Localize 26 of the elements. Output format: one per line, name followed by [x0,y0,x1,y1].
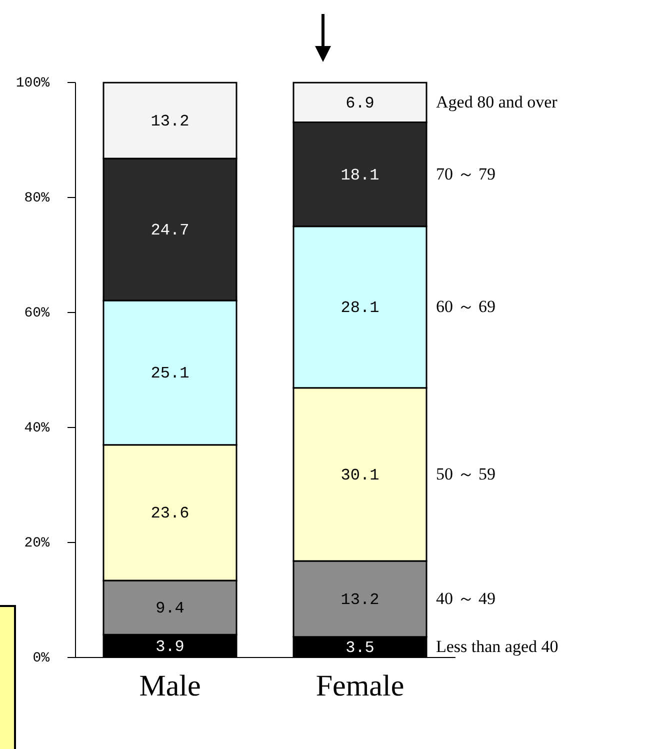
series-label: Less than aged 40 [436,636,558,656]
data-label: 3.5 [346,638,374,657]
series-label: 70 ～ 79 [436,164,496,184]
data-label: 3.9 [156,638,184,656]
series-label: Aged 80 and over [436,92,558,112]
series-label: 60 ～ 69 [436,297,496,316]
data-label: 13.2 [150,112,190,131]
y-tick-label: 40% [24,420,50,436]
data-label: 6.9 [346,94,374,112]
data-label: 23.6 [150,504,190,523]
x-tick-label: Female [316,670,404,702]
data-label: 30.1 [340,466,380,484]
data-label: 28.1 [340,299,380,318]
data-label: 24.7 [150,221,190,240]
y-tick-label: 20% [24,536,50,552]
data-label: 13.2 [340,590,380,609]
y-tick-label: 60% [24,306,50,322]
data-label: 18.1 [340,166,380,184]
series-label: 40 ～ 49 [436,588,496,608]
x-tick-label: Male [139,670,201,702]
series-label: 50 ～ 59 [436,464,496,484]
y-tick-label: 80% [24,190,50,206]
data-label: 25.1 [150,364,190,383]
data-label: 9.4 [156,600,184,618]
y-tick-label: 0% [32,650,50,666]
y-tick-label: 100% [16,76,50,92]
